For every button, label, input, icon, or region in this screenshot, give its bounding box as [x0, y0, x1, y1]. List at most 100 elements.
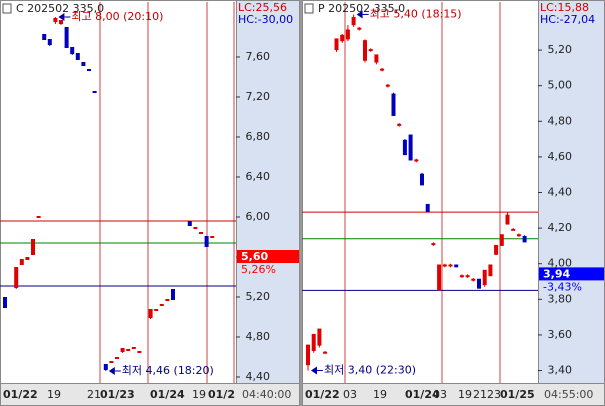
candle-body [323, 351, 328, 354]
candle-body [471, 278, 476, 281]
change: 5,26% [241, 263, 276, 276]
candle-body [511, 228, 516, 231]
candle-body [402, 139, 407, 156]
date-label: 21 [87, 388, 101, 401]
panel-title: C 202502 335,0 [16, 2, 104, 15]
candle-body [159, 304, 164, 306]
candle-body [494, 244, 499, 255]
candle-body [345, 29, 350, 40]
candle-body [120, 348, 125, 352]
candle-body [431, 243, 436, 246]
candle-body [109, 361, 114, 363]
candle-body [516, 234, 521, 237]
y-tick-label: 6,80 [246, 130, 271, 143]
candle-body [488, 264, 493, 277]
date-label: 23 [487, 388, 501, 401]
y-tick-label: 4,20 [548, 221, 573, 234]
candle-body [459, 275, 464, 278]
candle-body [25, 257, 30, 260]
candle-body [154, 309, 159, 311]
candle-body [351, 17, 356, 26]
panel-title: P 202502 335,0 [318, 2, 405, 15]
candle-body [19, 259, 24, 265]
candle-body [477, 278, 481, 289]
candle-body [391, 93, 396, 116]
candle-body [448, 264, 453, 267]
candle-body [385, 84, 390, 87]
y-tick-label: 3,80 [548, 292, 573, 305]
candle-body [187, 221, 192, 226]
date-label: 01/25 [500, 388, 535, 401]
hc-label: HC:-27,04 [540, 13, 595, 26]
lc-label: LC:25,56 [238, 1, 287, 14]
candle-body [70, 47, 75, 54]
time-label: 04:40:00 [242, 388, 291, 401]
plot-area [302, 0, 539, 384]
y-tick-label: 7,60 [246, 50, 271, 63]
date-label: 01/23 [100, 388, 135, 401]
y-tick-label: 4,80 [548, 114, 573, 127]
y-tick-label: 4,40 [246, 370, 271, 383]
hc-label: HC:-30,00 [238, 13, 293, 26]
y-tick-label: 7,20 [246, 90, 271, 103]
last-price-box [237, 250, 299, 263]
candle-body [103, 364, 108, 370]
y-tick-label: 5,00 [548, 79, 573, 92]
candle-body [137, 351, 142, 353]
date-label: 01/22 [305, 388, 340, 401]
candle-body [420, 173, 424, 186]
date-label: 19 [47, 388, 61, 401]
date-label: 01/22 [3, 388, 38, 401]
candle-body [397, 123, 402, 126]
last-price: 3,94 [543, 267, 570, 280]
candle-body [368, 49, 373, 52]
candle-body [317, 328, 322, 346]
candle-body [437, 264, 442, 291]
y-tick-label: 6,00 [246, 210, 271, 223]
plot-area [0, 0, 237, 384]
candle-body [36, 216, 41, 218]
last-price: 5,60 [241, 250, 268, 263]
note-arrow [311, 366, 317, 375]
candle-body [306, 344, 310, 366]
title-icon [304, 3, 314, 14]
candle-body [334, 38, 339, 51]
lc-label: LC:15,88 [540, 1, 589, 14]
candle-body [522, 236, 527, 243]
note-arrow [356, 10, 363, 19]
candle-body [59, 20, 63, 24]
candle-body [465, 275, 470, 278]
candle-body [14, 267, 19, 288]
candle-body [408, 134, 413, 161]
candle-body [47, 39, 52, 45]
axis-area [236, 0, 300, 384]
candle-body [92, 91, 97, 93]
y-tick-label: 3,40 [548, 364, 573, 377]
candle-body [115, 357, 119, 359]
title-icon [2, 3, 12, 14]
candle-body [363, 40, 367, 61]
candle-body [87, 69, 91, 71]
y-tick-label: 4,60 [548, 150, 573, 163]
note: 최고 8,00 (20:10) [71, 10, 163, 23]
candle-body [499, 234, 504, 246]
candle-body [374, 54, 379, 63]
candle-body [482, 269, 487, 286]
axis-area [538, 0, 605, 384]
candle-body [64, 27, 69, 48]
candle-body [425, 203, 430, 213]
last-price-box [539, 267, 604, 281]
date-label: 01/24 [150, 388, 185, 401]
candle-body [31, 239, 35, 255]
y-tick-label: 6,40 [246, 170, 271, 183]
date-label: 19 [458, 388, 472, 401]
date-label: 01/2 [208, 388, 235, 401]
candle-body [199, 232, 203, 234]
candle-body [357, 27, 362, 30]
y-tick-label: 4,40 [548, 186, 573, 199]
date-label: 03 [343, 388, 357, 401]
panel-gap [300, 0, 302, 406]
candle-body [311, 333, 316, 351]
note-arrow [108, 367, 115, 375]
